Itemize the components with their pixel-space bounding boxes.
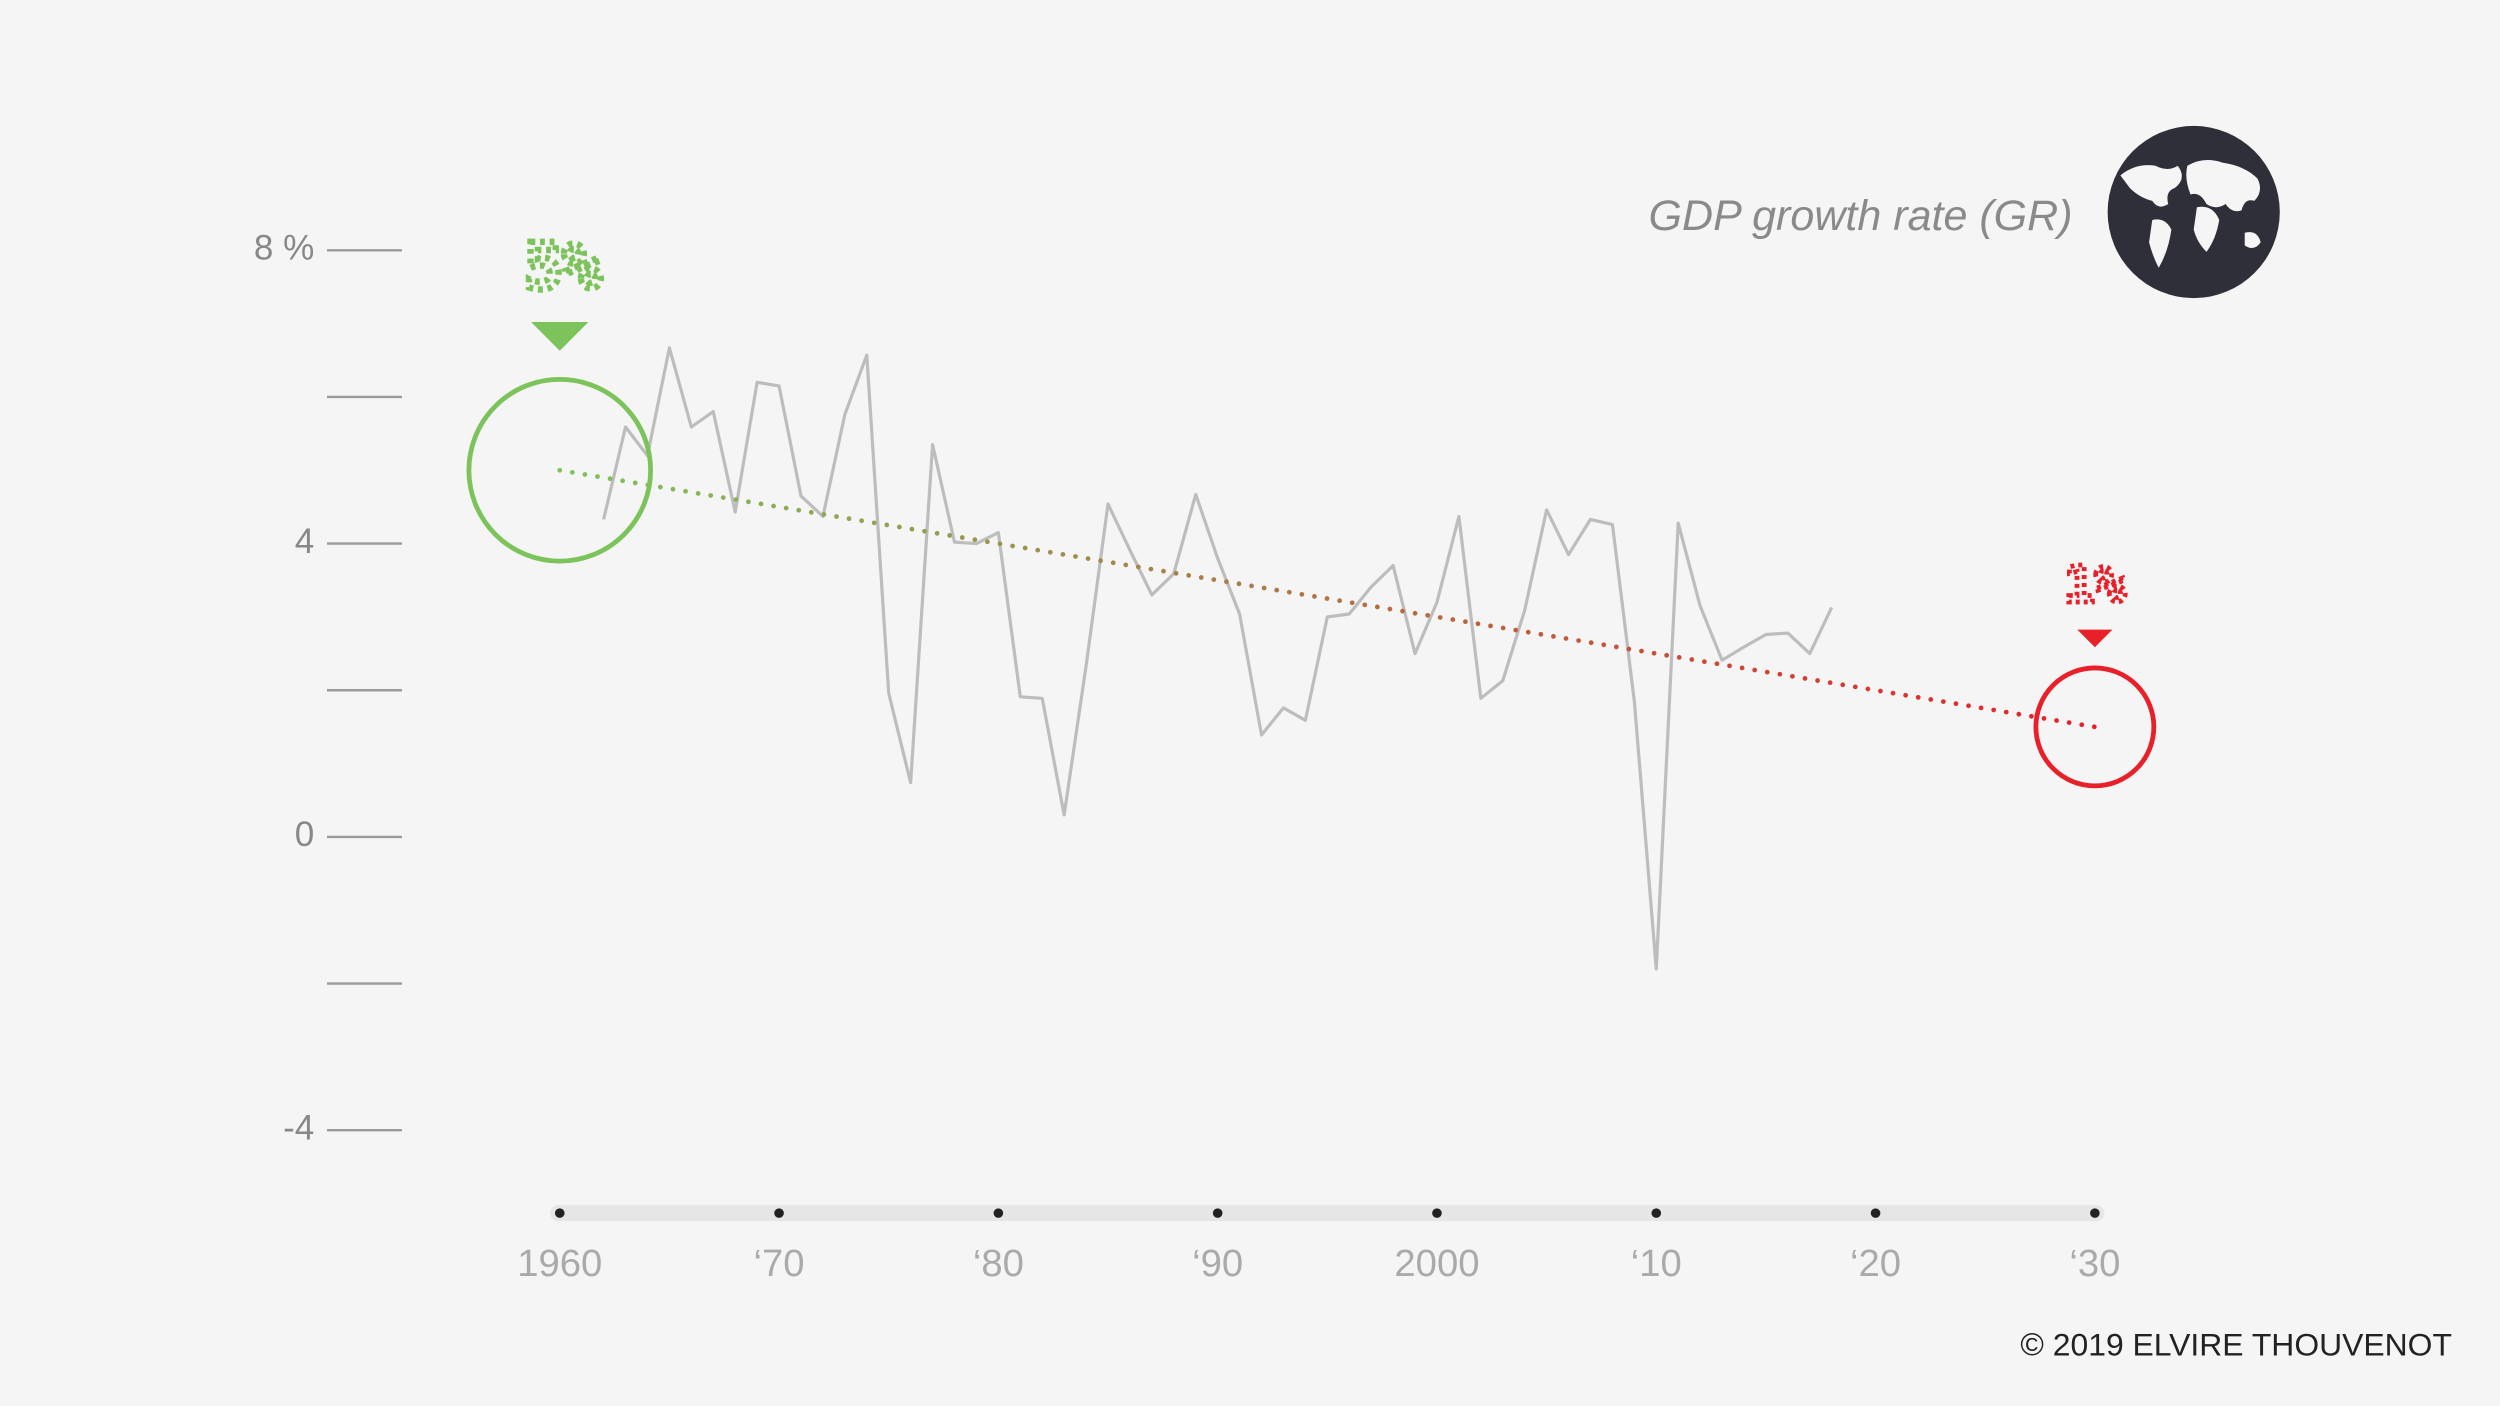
- x-tick-dot: [774, 1208, 784, 1218]
- x-tick-dot: [1870, 1208, 1881, 1218]
- y-tick-label: 4: [295, 522, 315, 561]
- end-annotation: 1%: [2064, 556, 2126, 615]
- data-line: [602, 346, 1834, 971]
- start-marker: [531, 322, 589, 351]
- end-circle: [2033, 665, 2157, 789]
- start-annotation: 5%: [525, 231, 602, 305]
- y-tick-label: 8 %: [254, 229, 314, 268]
- trend-line: [557, 467, 2098, 730]
- credit: © 2019 ELVIRE THOUVENOT: [2020, 1326, 2452, 1362]
- start-circle: [466, 377, 654, 564]
- x-tick-dot: [1651, 1208, 1662, 1218]
- x-tick-dot: [993, 1208, 1004, 1218]
- globe-icon: [2107, 125, 2280, 299]
- x-tick-dot: [554, 1208, 565, 1218]
- x-axis-bar: [550, 1205, 2105, 1222]
- x-tick-dot: [2090, 1208, 2100, 1218]
- x-tick-dot: [1212, 1208, 1223, 1218]
- x-tick-label: ‘80: [973, 1242, 1024, 1285]
- x-tick-label: ‘30: [2069, 1242, 2120, 1285]
- y-tick-label: -4: [283, 1108, 314, 1147]
- x-tick-label: ‘10: [1631, 1242, 1682, 1285]
- x-tick-dot: [1432, 1208, 1442, 1218]
- x-tick-label: 1960: [517, 1242, 602, 1285]
- end-marker: [2077, 629, 2113, 648]
- x-tick-label: 2000: [1394, 1242, 1479, 1285]
- chart-title: GDP growth rate (GR): [1649, 192, 2073, 240]
- y-tick-label: 0: [295, 815, 315, 854]
- x-tick-label: ‘70: [754, 1242, 805, 1285]
- x-tick-label: ‘20: [1850, 1242, 1901, 1285]
- x-tick-label: ‘90: [1192, 1242, 1243, 1285]
